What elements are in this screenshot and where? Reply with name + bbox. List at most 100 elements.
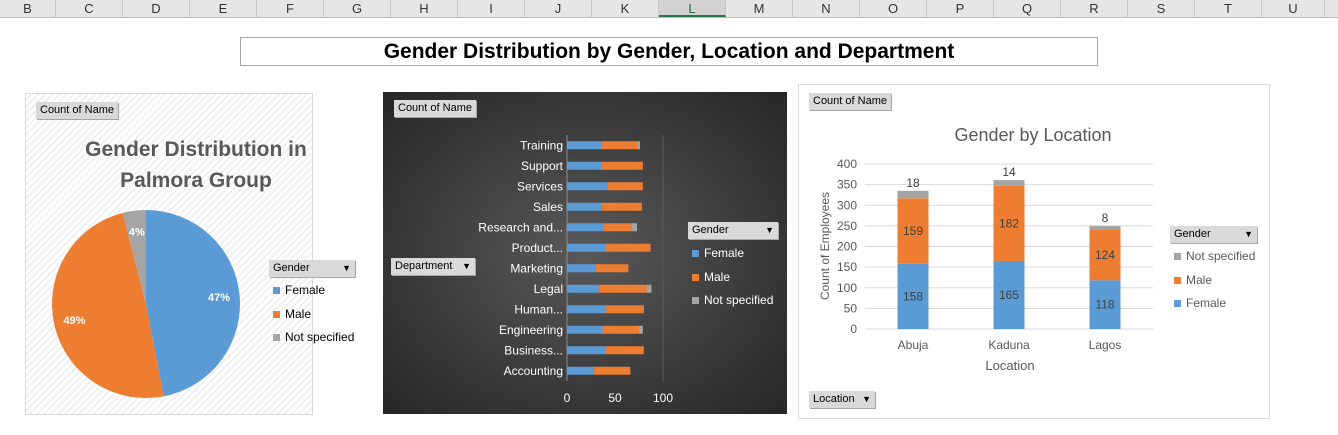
legend-label: Female: [1186, 296, 1227, 310]
column-data-label: 165: [999, 288, 1019, 302]
bar-female[interactable]: [567, 223, 604, 232]
bar-not-specified[interactable]: [637, 141, 640, 150]
column-header-p[interactable]: P: [927, 0, 994, 17]
pie-chart-panel[interactable]: Gender Distribution in Palmora Group 47%…: [25, 93, 355, 415]
gender-filter-label: Gender: [273, 262, 310, 274]
bar-female[interactable]: [567, 305, 606, 314]
bar-female[interactable]: [567, 141, 602, 150]
category-label: Engineering: [499, 323, 563, 337]
count-of-name-button[interactable]: Count of Name: [36, 102, 118, 119]
bar-female[interactable]: [567, 366, 594, 375]
bar-female[interactable]: [567, 202, 602, 211]
column-data-label: 118: [1095, 298, 1114, 312]
column-not-specified[interactable]: [897, 190, 929, 199]
legend-item-not-specified: Not specified: [1174, 249, 1255, 263]
bar-not-specified[interactable]: [642, 305, 644, 314]
column-male[interactable]: [1089, 229, 1121, 281]
bar-female[interactable]: [567, 243, 606, 252]
bar-male[interactable]: [601, 161, 643, 170]
column-header-d[interactable]: D: [123, 0, 190, 17]
column-not-specified[interactable]: [993, 180, 1025, 186]
column-header-n[interactable]: N: [793, 0, 860, 17]
gender-filter-dropdown[interactable]: Gender ▼: [1170, 226, 1257, 243]
category-label: Product...: [512, 241, 563, 255]
bar-male[interactable]: [605, 346, 644, 355]
column-header-l[interactable]: L: [659, 0, 726, 17]
legend-label: Male: [1186, 273, 1213, 287]
bar-male[interactable]: [598, 284, 647, 293]
bar-male[interactable]: [607, 182, 643, 191]
count-of-name-button[interactable]: Count of Name: [809, 93, 891, 110]
pie-slice-not-specified[interactable]: [122, 210, 146, 304]
legend-label: Not specified: [285, 330, 355, 344]
column-header-s[interactable]: S: [1128, 0, 1195, 17]
column-header-h[interactable]: H: [391, 0, 458, 17]
x-tick-label: 50: [608, 391, 622, 405]
department-bar-chart-panel[interactable]: Accounting Business... Engineering Human...…: [383, 92, 787, 414]
bar-male[interactable]: [593, 366, 631, 375]
count-of-name-button[interactable]: Count of Name: [394, 100, 476, 117]
bar-male[interactable]: [601, 141, 638, 150]
chevron-down-icon: ▼: [462, 261, 471, 271]
column-header-g[interactable]: G: [324, 0, 391, 17]
column-male[interactable]: [897, 198, 929, 264]
column-header-k[interactable]: K: [592, 0, 659, 17]
column-header-o[interactable]: O: [860, 0, 927, 17]
x-tick-label: Kaduna: [988, 338, 1030, 352]
column-female[interactable]: [897, 263, 929, 329]
bar-not-specified[interactable]: [646, 284, 652, 293]
bar-female[interactable]: [567, 325, 603, 334]
column-male[interactable]: [993, 185, 1025, 261]
pie-slice-female[interactable]: [146, 210, 240, 397]
column-header-e[interactable]: E: [190, 0, 257, 17]
column-data-label: 158: [903, 289, 923, 303]
male-swatch: [273, 311, 280, 319]
legend-label: Female: [285, 283, 326, 297]
gender-filter-dropdown[interactable]: Gender ▼: [688, 222, 778, 239]
pie-slice-male[interactable]: [52, 212, 164, 398]
bar-male[interactable]: [605, 305, 643, 314]
bar-female[interactable]: [567, 346, 606, 355]
bar-male[interactable]: [605, 243, 651, 252]
male-swatch: [1174, 277, 1181, 285]
column-header-j[interactable]: J: [525, 0, 592, 17]
department-filter-label: Department: [395, 260, 453, 272]
column-header-f[interactable]: F: [257, 0, 324, 17]
gender-filter-dropdown[interactable]: Gender ▼: [269, 260, 355, 277]
pie-chart: Gender Distribution in Palmora Group 47%…: [52, 138, 307, 398]
location-column-chart-panel[interactable]: Gender by Location Location Count of Emp…: [798, 84, 1270, 419]
y-tick-label: 200: [837, 240, 857, 254]
column-header-b[interactable]: B: [0, 0, 56, 17]
legend-label: Male: [704, 270, 731, 284]
legend-item-not-specified: Not specified: [692, 293, 773, 307]
column-header-r[interactable]: R: [1061, 0, 1128, 17]
bar-male[interactable]: [601, 202, 642, 211]
column-header-c[interactable]: C: [56, 0, 123, 17]
not-specified-swatch: [1174, 253, 1181, 261]
bar-not-specified[interactable]: [631, 223, 638, 232]
category-label: Research and...: [478, 220, 563, 234]
column-data-label: 124: [1095, 248, 1115, 262]
bar-male[interactable]: [602, 325, 639, 334]
column-not-specified[interactable]: [1089, 225, 1121, 230]
y-tick-label: 50: [844, 301, 858, 315]
bar-female[interactable]: [567, 284, 599, 293]
department-filter-dropdown[interactable]: Department ▼: [391, 258, 475, 275]
column-header-i[interactable]: I: [458, 0, 525, 17]
column-female[interactable]: [993, 260, 1025, 329]
bar-female[interactable]: [567, 264, 596, 273]
bar-female[interactable]: [567, 161, 602, 170]
column-header-u[interactable]: U: [1262, 0, 1325, 17]
column-female[interactable]: [1089, 280, 1121, 329]
column-header-t[interactable]: T: [1195, 0, 1262, 17]
bar-female[interactable]: [567, 182, 608, 191]
category-label: Support: [521, 159, 564, 173]
bar-not-specified[interactable]: [639, 325, 643, 334]
location-filter-dropdown[interactable]: Location ▼: [809, 391, 875, 408]
column-header-m[interactable]: M: [726, 0, 793, 17]
column-header-q[interactable]: Q: [994, 0, 1061, 17]
bar-male[interactable]: [603, 223, 632, 232]
bar-male[interactable]: [595, 264, 629, 273]
legend-item-male: Male: [1174, 273, 1212, 287]
page-title[interactable]: Gender Distribution by Gender, Location …: [240, 37, 1098, 66]
